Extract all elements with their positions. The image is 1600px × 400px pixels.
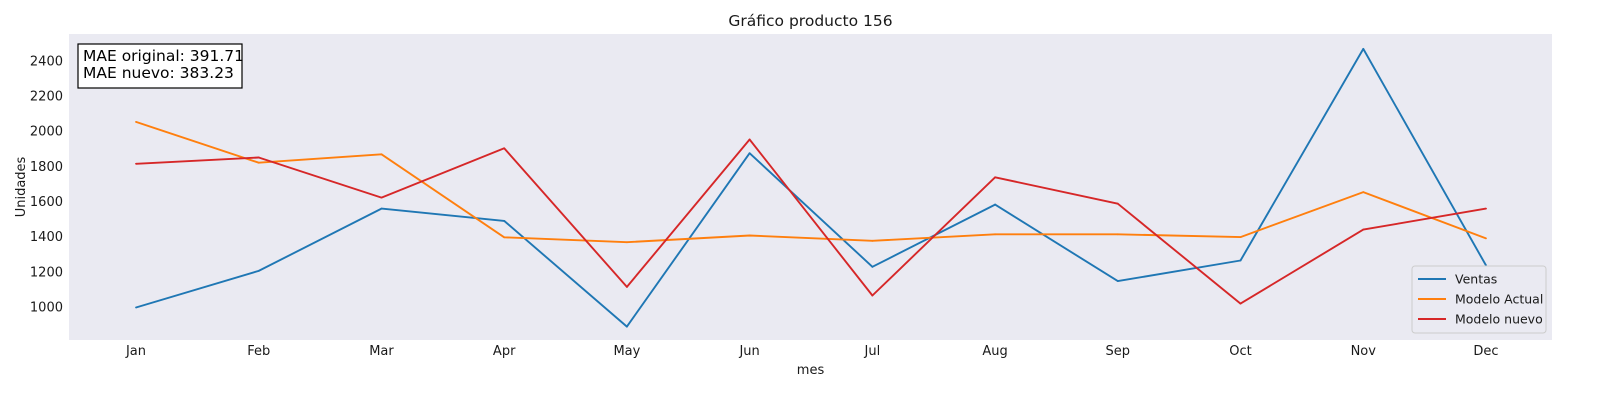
y-tick-label: 2400	[30, 54, 63, 69]
x-tick-label: Oct	[1229, 344, 1251, 359]
data-point	[1116, 202, 1119, 205]
data-point	[748, 152, 751, 155]
y-tick-label: 1400	[30, 230, 63, 245]
data-point	[135, 306, 137, 309]
data-point	[1362, 48, 1365, 50]
y-tick-label: 1000	[30, 301, 63, 316]
y-tick-label: 2200	[30, 90, 63, 105]
data-point	[1116, 233, 1119, 236]
y-tick-label: 1200	[30, 265, 63, 280]
data-point	[1239, 302, 1242, 305]
y-axis-ticks: 1000 1200 1400 1600 1800 2000 2200 2400	[30, 54, 63, 315]
x-axis-ticks: Jan Feb Mar Apr May Jun Jul Aug Sep Oct Nov Dec	[125, 344, 1499, 359]
x-tick-label: Jun	[738, 344, 759, 359]
y-tick-label: 1600	[30, 195, 63, 210]
data-point	[257, 269, 260, 272]
series-line-1	[135, 47, 1487, 328]
data-point	[748, 234, 751, 237]
legend-label: Ventas	[1455, 272, 1497, 287]
x-tick-label: Mar	[369, 344, 394, 359]
series-line-3	[135, 138, 1487, 305]
data-point	[1116, 280, 1119, 282]
legend: Ventas Modelo Actual Modelo nuevo	[1411, 265, 1547, 334]
data-point	[135, 162, 137, 165]
chart-title: Gráfico producto 156	[728, 12, 892, 30]
y-tick-label: 1800	[30, 160, 63, 175]
mae-annotation: MAE original: 391.71 MAE nuevo: 383.23	[77, 43, 244, 89]
y-axis-label: Unidades	[14, 156, 29, 217]
data-point	[994, 233, 996, 236]
legend-box	[1411, 265, 1547, 334]
data-point	[871, 239, 874, 242]
x-tick-label: Nov	[1351, 344, 1377, 359]
data-point	[1239, 259, 1242, 262]
data-point	[257, 156, 260, 159]
data-point	[380, 153, 383, 156]
data-point	[503, 147, 506, 150]
mae-nuevo-text: MAE nuevo: 383.23	[83, 64, 234, 82]
x-tick-label: Aug	[982, 344, 1007, 359]
data-point	[1362, 228, 1365, 231]
data-point	[626, 285, 628, 288]
data-point	[380, 196, 383, 199]
data-point	[994, 176, 996, 179]
data-point	[135, 121, 137, 123]
data-point	[503, 236, 506, 239]
data-point	[626, 241, 628, 244]
mae-annotation-box	[77, 43, 243, 89]
y-tick-label: 2000	[30, 125, 63, 140]
data-point	[871, 265, 874, 268]
data-point	[871, 294, 874, 297]
series-line-2	[135, 120, 1487, 244]
x-tick-label: Jan	[125, 344, 146, 359]
legend-label: Modelo nuevo	[1455, 312, 1543, 327]
x-tick-label: Feb	[247, 344, 270, 359]
data-point	[748, 138, 751, 141]
legend-label: Modelo Actual	[1455, 292, 1543, 307]
data-point	[1485, 237, 1487, 240]
data-point	[257, 161, 260, 164]
data-point	[994, 203, 996, 206]
x-tick-label: Sep	[1106, 344, 1131, 359]
data-point	[626, 325, 628, 328]
data-point	[1362, 191, 1365, 194]
x-tick-label: Jul	[864, 344, 881, 359]
data-point	[1485, 207, 1487, 210]
plot-area	[69, 34, 1552, 340]
data-point	[503, 220, 506, 222]
x-tick-label: May	[613, 344, 640, 359]
data-point	[380, 207, 383, 210]
data-point	[1239, 236, 1242, 239]
x-axis-label: mes	[797, 363, 825, 378]
mae-original-text: MAE original: 391.71	[83, 47, 244, 65]
x-tick-label: Apr	[493, 344, 516, 359]
x-tick-label: Dec	[1473, 344, 1498, 359]
series-layer	[135, 47, 1487, 328]
